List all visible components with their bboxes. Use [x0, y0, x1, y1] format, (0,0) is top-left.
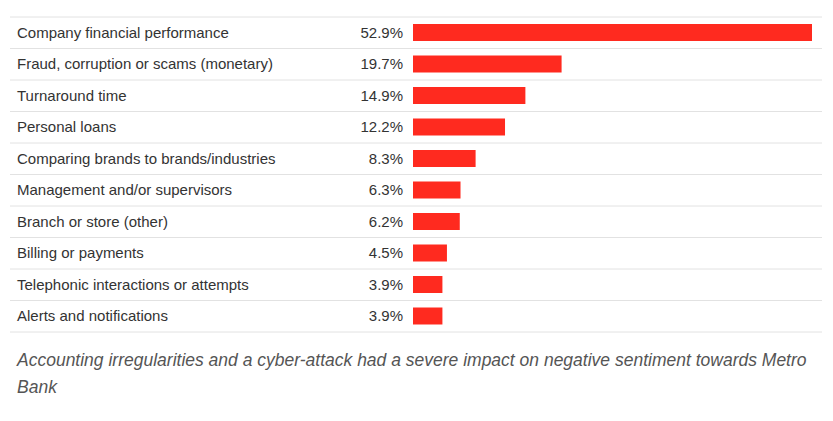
- svg-text:Branch or store (other): Branch or store (other): [17, 213, 168, 230]
- svg-text:Personal loans: Personal loans: [17, 118, 116, 135]
- svg-text:4.5%: 4.5%: [369, 244, 403, 261]
- svg-text:Billing or payments: Billing or payments: [17, 244, 144, 261]
- svg-text:Fraud, corruption or scams (mo: Fraud, corruption or scams (monetary): [17, 55, 273, 72]
- svg-text:Comparing brands to brands/ind: Comparing brands to brands/industries: [17, 150, 275, 167]
- svg-text:Turnaround time: Turnaround time: [17, 87, 127, 104]
- svg-text:Management and/or supervisors: Management and/or supervisors: [17, 181, 232, 198]
- svg-text:19.7%: 19.7%: [360, 55, 403, 72]
- svg-text:52.9%: 52.9%: [360, 24, 403, 41]
- svg-text:6.2%: 6.2%: [369, 213, 403, 230]
- svg-text:14.9%: 14.9%: [360, 87, 403, 104]
- svg-text:3.9%: 3.9%: [369, 307, 403, 324]
- html-text:Accounting irregularities and: Accounting irregularities and a cyber-at…: [17, 350, 807, 397]
- svg-text:Company financial performance: Company financial performance: [17, 24, 229, 41]
- svg-text:12.2%: 12.2%: [360, 118, 403, 135]
- svg-text:6.3%: 6.3%: [369, 181, 403, 198]
- svg-text:Alerts and notifications: Alerts and notifications: [17, 307, 168, 324]
- svg-text:Telephonic interactions or att: Telephonic interactions or attempts: [17, 276, 249, 293]
- svg-text:8.3%: 8.3%: [369, 150, 403, 167]
- svg-text:3.9%: 3.9%: [369, 276, 403, 293]
